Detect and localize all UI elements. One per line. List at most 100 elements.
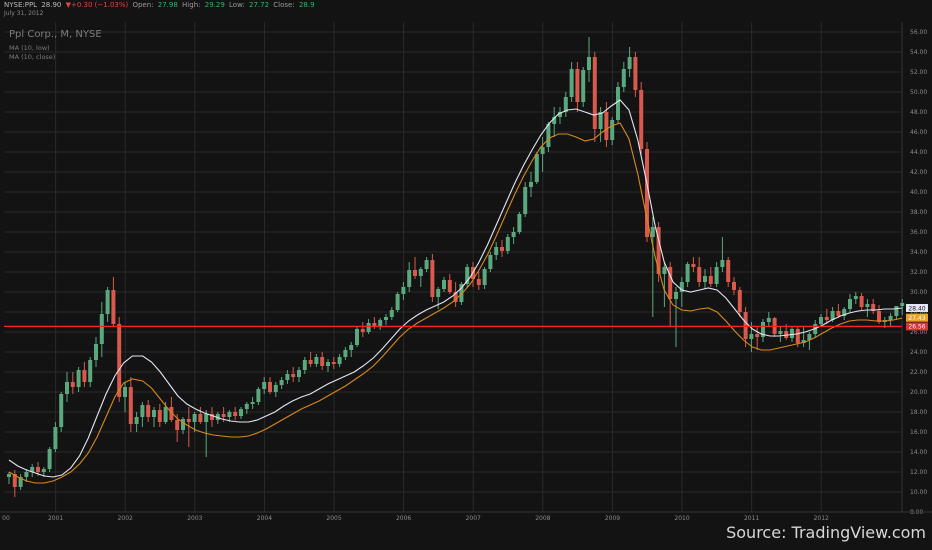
candle-body	[146, 405, 151, 417]
candle-body	[41, 469, 46, 472]
candle-body	[76, 370, 81, 387]
ma-close-line	[8, 122, 903, 484]
y-tick-label: 16.00	[910, 429, 927, 436]
candle-body	[668, 267, 673, 299]
x-tick-label: 2009	[605, 515, 620, 522]
candle-body	[7, 474, 11, 477]
candle-body	[587, 57, 591, 70]
candle-body	[523, 187, 528, 214]
candle-body	[726, 260, 731, 282]
candle-body	[314, 357, 319, 364]
candle-body	[82, 370, 87, 382]
y-tick-label: 50.00	[910, 89, 927, 96]
candle-body	[181, 419, 185, 430]
candle-body	[679, 282, 684, 292]
candle-body	[227, 412, 232, 417]
candle-body	[807, 334, 812, 340]
candle-body	[534, 154, 539, 182]
y-tick-label: 56.00	[910, 29, 927, 36]
x-tick-label: 2008	[535, 515, 550, 522]
candle-body	[784, 331, 789, 338]
candle-body	[459, 284, 464, 302]
price-label: 26.56	[908, 324, 925, 331]
open-label: Open:	[132, 1, 154, 9]
candle-body	[12, 474, 17, 487]
candle-body	[848, 299, 852, 309]
price-change: ▼+0.30 (−1.03%)	[65, 1, 129, 9]
candle-body	[349, 345, 354, 350]
candle-body	[801, 340, 806, 343]
candle-body	[697, 267, 702, 282]
candle-body	[732, 282, 736, 290]
candle-body	[720, 260, 725, 267]
candle-body	[888, 316, 893, 320]
candle-body	[650, 227, 655, 237]
candle-body	[447, 280, 452, 292]
candle-body	[279, 380, 284, 385]
candle-body	[18, 477, 23, 487]
y-tick-label: 22.00	[910, 369, 927, 376]
candle-body	[134, 417, 139, 424]
candle-body	[94, 344, 98, 360]
quote-date: July 31, 2012	[4, 10, 44, 17]
candle-body	[123, 387, 127, 397]
candle-body	[766, 318, 771, 322]
candle-body	[250, 402, 255, 404]
candle-body	[674, 292, 678, 299]
y-tick-label: 42.00	[910, 169, 927, 176]
candle-body	[558, 112, 562, 117]
price-label-box	[906, 322, 928, 331]
candle-body	[836, 311, 841, 316]
x-tick-label: 2002	[118, 515, 133, 522]
candle-body	[192, 414, 197, 422]
y-tick-label: 34.00	[910, 249, 927, 256]
open-value: 27.98	[157, 1, 178, 9]
candle-body	[604, 112, 609, 140]
y-tick-label: 28.00	[910, 309, 927, 316]
candle-body	[389, 310, 394, 317]
y-tick-label: 46.00	[910, 129, 927, 136]
candle-body	[569, 69, 574, 97]
candle-body	[65, 382, 69, 394]
x-tick-label: 00	[2, 515, 10, 522]
candle-body	[262, 382, 267, 389]
candle-body	[830, 311, 835, 320]
candle-body	[291, 374, 296, 377]
candle-body	[824, 317, 829, 320]
candle-body	[273, 385, 278, 392]
candle-body	[743, 312, 748, 339]
candle-body	[737, 290, 742, 312]
y-tick-label: 38.00	[910, 209, 927, 216]
candle-body	[70, 382, 75, 387]
candle-body	[842, 309, 847, 316]
candle-body	[581, 70, 586, 102]
candle-body	[105, 290, 110, 314]
candle-body	[366, 323, 371, 332]
candle-body	[511, 232, 516, 237]
candle-body	[714, 267, 719, 284]
y-tick-label: 44.00	[910, 149, 927, 156]
price-label-box	[906, 304, 928, 312]
candle-body	[656, 227, 661, 274]
candle-body	[378, 320, 383, 326]
candle-body	[488, 255, 493, 269]
candle-body	[308, 360, 313, 364]
candle-body	[639, 90, 644, 149]
y-tick-label: 10.00	[910, 489, 927, 496]
candle-body	[465, 267, 470, 284]
high-value: 29.29	[204, 1, 225, 9]
x-tick-label: 2001	[48, 515, 63, 522]
candle-body	[47, 449, 52, 469]
candle-body	[894, 306, 899, 316]
candle-body	[256, 389, 261, 402]
y-tick-label: 18.00	[910, 409, 927, 416]
candle-body	[790, 329, 794, 338]
x-tick-label: 2004	[257, 515, 272, 522]
candle-body	[88, 360, 93, 382]
candle-body	[413, 270, 417, 276]
x-tick-label: 2003	[187, 515, 202, 522]
candle-body	[476, 279, 481, 285]
close-value: 28.9	[298, 1, 315, 9]
candle-body	[326, 362, 330, 366]
